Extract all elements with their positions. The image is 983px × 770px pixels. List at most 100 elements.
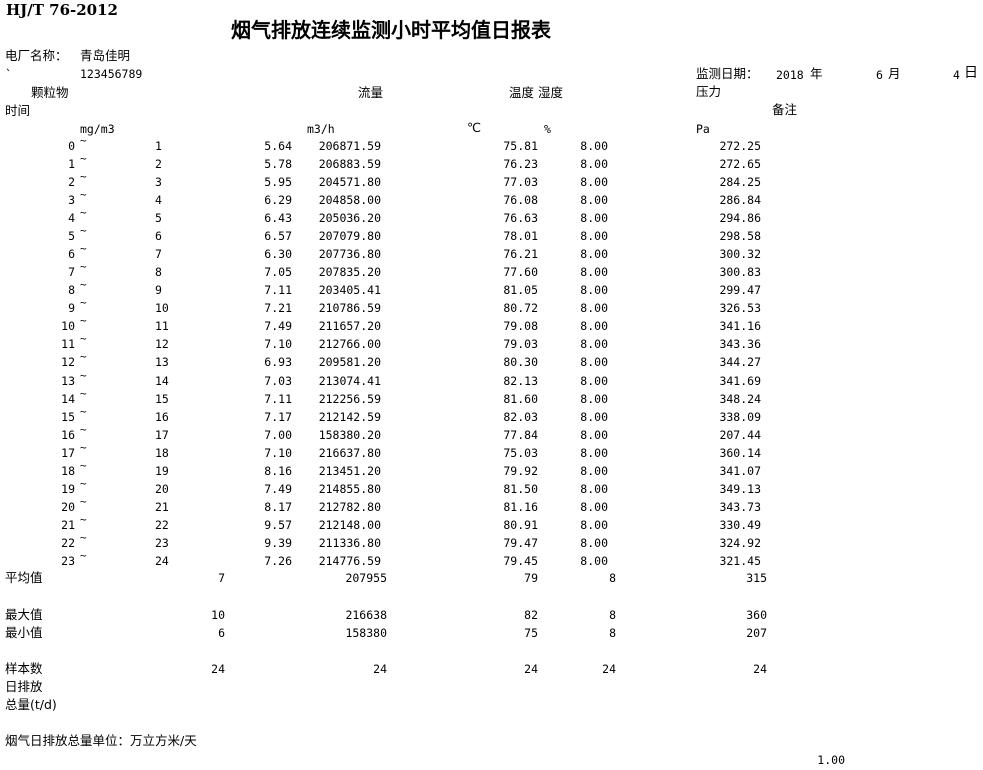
flow-value: 204571.80 xyxy=(318,175,381,189)
pressure-value: 348.24 xyxy=(719,392,761,406)
unit-flow: m3/h xyxy=(307,122,335,136)
flow-value: 207835.20 xyxy=(318,265,381,279)
temp-value: 81.05 xyxy=(503,283,538,297)
column-header-flow: 流量 xyxy=(358,85,384,100)
end-hour: 12 xyxy=(155,337,169,351)
pm-value: 5.78 xyxy=(264,157,292,171)
year-unit: 年 xyxy=(810,66,823,81)
max-label: 最大值 xyxy=(5,607,43,622)
pressure-value: 343.73 xyxy=(719,500,761,514)
pressure-value: 349.13 xyxy=(719,482,761,496)
flow-value: 207079.80 xyxy=(318,229,381,243)
start-hour: 21 xyxy=(61,518,75,532)
humidity-value: 8.00 xyxy=(580,392,608,406)
humidity-value: 8.00 xyxy=(580,211,608,225)
temp-value: 82.13 xyxy=(503,374,538,388)
humidity-value: 8.00 xyxy=(580,301,608,315)
daily-total-label: 总量(t/d) xyxy=(5,697,57,712)
tilde-mark: ~ xyxy=(80,188,87,201)
end-hour: 17 xyxy=(155,428,169,442)
pm-value: 7.11 xyxy=(264,283,292,297)
temp-value: 76.23 xyxy=(503,157,538,171)
footer-unit-note: 烟气日排放总量单位：万立方米/天 xyxy=(5,733,197,748)
start-hour: 12 xyxy=(61,355,75,369)
tilde-mark: ~ xyxy=(80,170,87,183)
temp-value: 79.45 xyxy=(503,554,538,568)
temp-value: 79.47 xyxy=(503,536,538,550)
column-header-remark: 备注 xyxy=(772,102,798,117)
end-hour: 5 xyxy=(155,211,162,225)
pressure-value: 341.69 xyxy=(719,374,761,388)
humidity-value: 8.00 xyxy=(580,319,608,333)
daily-emission-label: 日排放 xyxy=(5,679,43,694)
tilde-mark: ~ xyxy=(80,296,87,309)
end-hour: 18 xyxy=(155,446,169,460)
tilde-mark: ~ xyxy=(80,369,87,382)
pm-value: 6.93 xyxy=(264,355,292,369)
humidity-value: 8.00 xyxy=(580,464,608,478)
humidity-value: 8.00 xyxy=(580,139,608,153)
flow-value: 205036.20 xyxy=(318,211,381,225)
temp-value: 79.92 xyxy=(503,464,538,478)
humidity-value: 8.00 xyxy=(580,229,608,243)
tilde-mark: ~ xyxy=(80,206,87,219)
temp-value: 76.63 xyxy=(503,211,538,225)
column-header-temp-humidity: 温度 湿度 xyxy=(509,85,563,100)
flow-value: 211657.20 xyxy=(318,319,381,333)
tilde-mark: ~ xyxy=(80,423,87,436)
humidity-value: 8.00 xyxy=(580,337,608,351)
flow-value: 203405.41 xyxy=(318,283,381,297)
start-hour: 7 xyxy=(68,265,75,279)
temp-value: 76.08 xyxy=(503,193,538,207)
temp-value: 76.21 xyxy=(503,247,538,261)
humidity-value: 8.00 xyxy=(580,554,608,568)
tilde-mark: ~ xyxy=(80,134,87,147)
humidity-value: 8.00 xyxy=(580,355,608,369)
pm-value: 5.95 xyxy=(264,175,292,189)
end-hour: 19 xyxy=(155,464,169,478)
flow-value: 211336.80 xyxy=(318,536,381,550)
date-label: 监测日期： xyxy=(696,66,759,81)
min-pm: 6 xyxy=(218,626,225,640)
pressure-value: 272.25 xyxy=(719,139,761,153)
end-hour: 2 xyxy=(155,157,162,171)
tilde-mark: ~ xyxy=(80,549,87,562)
start-hour: 3 xyxy=(68,193,75,207)
end-hour: 13 xyxy=(155,355,169,369)
flow-value: 206883.59 xyxy=(318,157,381,171)
column-header-time: 时间 xyxy=(5,103,31,118)
tilde-mark: ~ xyxy=(80,387,87,400)
start-hour: 14 xyxy=(61,392,75,406)
pm-value: 7.11 xyxy=(264,392,292,406)
month-unit: 月 xyxy=(888,66,901,81)
start-hour: 5 xyxy=(68,229,75,243)
humidity-value: 8.00 xyxy=(580,518,608,532)
temp-value: 82.03 xyxy=(503,410,538,424)
temp-value: 75.03 xyxy=(503,446,538,460)
flow-value: 212148.00 xyxy=(318,518,381,532)
flow-value: 213074.41 xyxy=(318,374,381,388)
start-hour: 4 xyxy=(68,211,75,225)
end-hour: 6 xyxy=(155,229,162,243)
start-hour: 17 xyxy=(61,446,75,460)
tilde-mark: ~ xyxy=(80,278,87,291)
pressure-value: 338.09 xyxy=(719,410,761,424)
temp-value: 79.08 xyxy=(503,319,538,333)
pressure-value: 321.45 xyxy=(719,554,761,568)
start-hour: 15 xyxy=(61,410,75,424)
footer-value: 1.00 xyxy=(817,753,845,767)
end-hour: 4 xyxy=(155,193,162,207)
tilde-mark: ~ xyxy=(80,332,87,345)
tilde-mark: ~ xyxy=(80,495,87,508)
humidity-value: 8.00 xyxy=(580,157,608,171)
start-hour: 6 xyxy=(68,247,75,261)
flow-value: 204858.00 xyxy=(318,193,381,207)
pm-value: 7.05 xyxy=(264,265,292,279)
humidity-value: 8.00 xyxy=(580,265,608,279)
temp-value: 80.30 xyxy=(503,355,538,369)
min-flow: 158380 xyxy=(345,626,387,640)
humidity-value: 8.00 xyxy=(580,536,608,550)
pm-value: 8.16 xyxy=(264,464,292,478)
pm-value: 7.10 xyxy=(264,337,292,351)
